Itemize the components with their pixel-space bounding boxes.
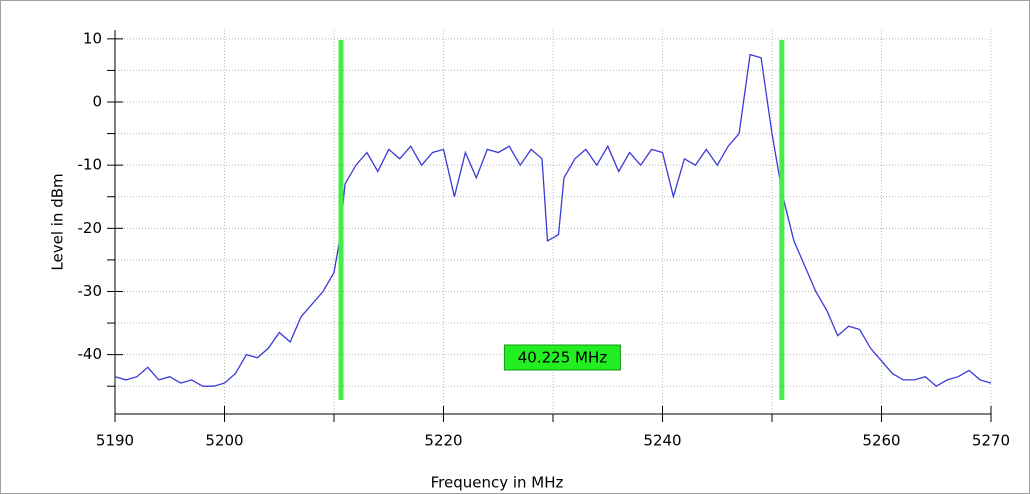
annotation-label: 40.225 MHz [518,349,607,367]
y-tick-label: -20 [78,219,103,237]
x-tick-label: 5240 [643,432,681,450]
x-tick-label: 5220 [424,432,462,450]
spectrum-line [114,53,992,387]
x-tick-label: 5260 [862,432,900,450]
y-tick-label: -10 [78,156,103,174]
annotation-box [503,344,621,371]
y-tick-label: 0 [92,93,102,111]
x-axis-title: Frequency in MHz [431,474,564,492]
x-tick-label: 5270 [972,432,1010,450]
y-tick-label: 10 [83,29,102,47]
x-tick-label: 5200 [205,432,243,450]
x-tick-label: 5190 [96,432,134,450]
y-tick-label: -40 [78,345,103,363]
y-axis-title: Level in dBm [49,173,67,270]
y-tick-label: -30 [78,282,103,300]
